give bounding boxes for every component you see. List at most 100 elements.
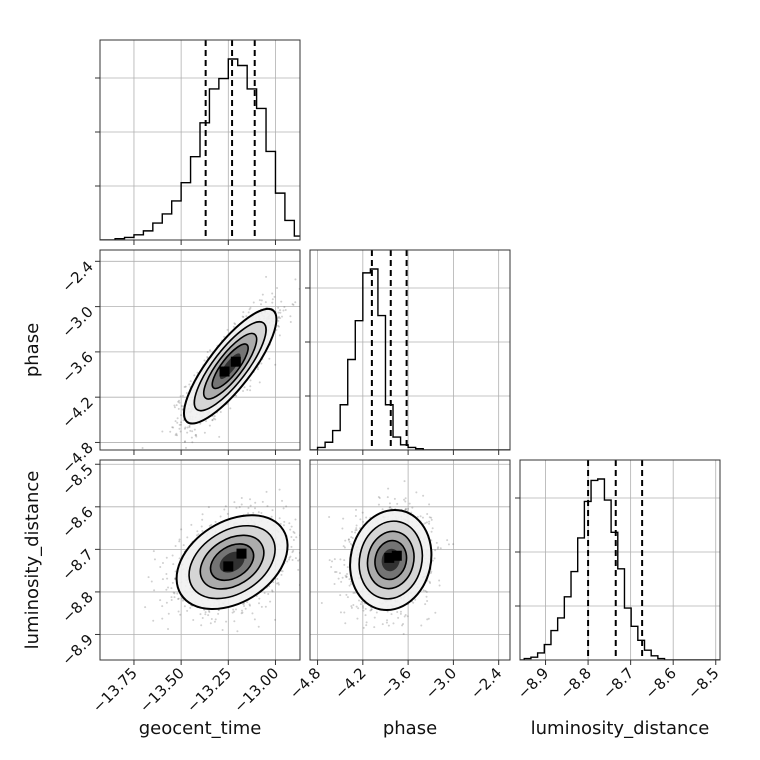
- sample-point: [289, 315, 292, 318]
- sample-point: [170, 599, 173, 602]
- sample-point: [373, 616, 376, 619]
- sample-point: [278, 488, 281, 491]
- sample-point: [221, 628, 224, 631]
- sample-point: [252, 511, 255, 514]
- sample-point: [422, 494, 425, 497]
- sample-point: [265, 490, 268, 493]
- sample-point: [270, 515, 273, 518]
- sample-point: [188, 424, 191, 427]
- sample-point: [247, 512, 250, 515]
- sample-point: [355, 605, 358, 608]
- sample-point: [290, 525, 293, 528]
- sample-point: [404, 613, 407, 616]
- sample-point: [253, 618, 256, 621]
- sample-point: [219, 515, 222, 518]
- sample-point: [415, 491, 418, 494]
- sample-point: [334, 571, 337, 574]
- sample-point: [233, 620, 236, 623]
- sample-point: [240, 496, 243, 499]
- sample-point: [387, 624, 390, 627]
- sample-point: [277, 311, 280, 314]
- sample-point: [258, 602, 261, 605]
- sample-point: [201, 616, 204, 619]
- sample-point: [205, 420, 208, 423]
- sample-point: [393, 497, 396, 500]
- sample-point: [271, 301, 274, 304]
- sample-point: [331, 560, 334, 563]
- sample-point: [349, 583, 352, 586]
- sample-point: [244, 607, 247, 610]
- sample-point: [412, 601, 415, 604]
- sample-point: [264, 605, 267, 608]
- sample-point: [341, 527, 344, 530]
- sample-point: [277, 583, 280, 586]
- sample-point: [386, 496, 389, 499]
- sample-point: [373, 626, 376, 629]
- sample-point: [428, 580, 431, 583]
- sample-point: [184, 440, 187, 443]
- sample-point: [282, 507, 285, 510]
- sample-point: [193, 374, 196, 377]
- sample-point: [240, 503, 243, 506]
- sample-point: [264, 301, 267, 304]
- sample-point: [404, 500, 407, 503]
- sample-point: [172, 591, 175, 594]
- sample-point: [208, 524, 211, 527]
- sample-point: [225, 620, 228, 623]
- sample-point: [339, 594, 342, 597]
- sample-point: [420, 624, 423, 627]
- sample-point: [204, 611, 207, 614]
- sample-point: [258, 597, 261, 600]
- sample-point: [174, 545, 177, 548]
- sample-point: [338, 572, 341, 575]
- sample-point: [345, 575, 348, 578]
- sample-point: [224, 505, 227, 508]
- sample-point: [282, 524, 285, 527]
- sample-point: [173, 592, 176, 595]
- sample-point: [186, 609, 189, 612]
- sample-point: [184, 385, 187, 388]
- sample-point: [288, 556, 291, 559]
- sample-point: [279, 309, 282, 312]
- sample-point: [234, 608, 237, 611]
- sample-point: [260, 303, 263, 306]
- sample-point: [195, 534, 198, 537]
- sample-point: [399, 610, 402, 613]
- sample-point: [214, 618, 217, 621]
- sample-point: [177, 610, 180, 613]
- sample-point: [265, 275, 268, 278]
- sample-point: [267, 592, 270, 595]
- sample-point: [352, 604, 355, 607]
- sample-point: [251, 612, 254, 615]
- sample-point: [254, 501, 257, 504]
- sample-point: [426, 512, 429, 515]
- sample-point: [377, 496, 380, 499]
- sample-point: [243, 386, 246, 389]
- sample-point: [344, 574, 347, 577]
- sample-point: [346, 573, 349, 576]
- sample-point: [354, 529, 357, 532]
- sample-point: [172, 563, 175, 566]
- sample-point: [275, 328, 278, 331]
- sample-point: [240, 612, 243, 615]
- sample-point: [361, 511, 364, 514]
- sample-point: [183, 441, 186, 444]
- sample-point: [150, 580, 153, 583]
- sample-point: [195, 435, 198, 438]
- sample-point: [271, 292, 274, 295]
- sample-point: [433, 557, 436, 560]
- sample-point: [229, 407, 232, 410]
- sample-point: [403, 480, 406, 483]
- sample-point: [425, 595, 428, 598]
- histogram-phase: [310, 250, 510, 450]
- sample-point: [345, 576, 348, 579]
- sample-point: [416, 515, 419, 518]
- sample-point: [346, 596, 349, 599]
- sample-point: [438, 584, 441, 587]
- sample-point: [430, 516, 433, 519]
- sample-point: [232, 608, 235, 611]
- sample-point: [339, 611, 342, 614]
- sample-point: [447, 543, 450, 546]
- sample-point: [291, 551, 294, 554]
